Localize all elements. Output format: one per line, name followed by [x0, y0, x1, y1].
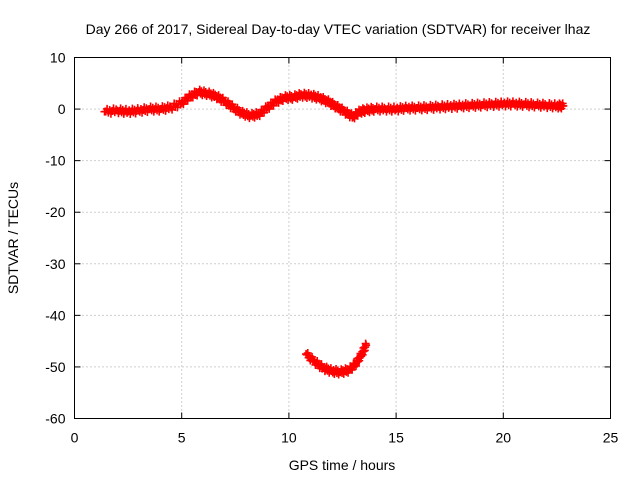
x-tick-label: 20 [496, 430, 512, 446]
series-main [100, 85, 568, 123]
series-arc [302, 339, 371, 379]
data-points [100, 85, 568, 379]
y-tick-label: -20 [45, 204, 65, 220]
axis-ticks: 10 0 -10 -20 -30 -40 -50 -60 0 5 10 15 20 25 [45, 50, 618, 446]
x-tick-label: 5 [178, 430, 186, 446]
y-tick-label: 0 [58, 101, 66, 117]
y-tick-label: -40 [45, 307, 65, 323]
x-axis-label: GPS time / hours [289, 457, 396, 473]
x-tick-label: 0 [71, 430, 79, 446]
x-tick-label: 10 [281, 430, 297, 446]
data-point [362, 341, 371, 350]
y-tick-label: -60 [45, 411, 65, 427]
y-tick-label: -50 [45, 359, 65, 375]
y-tick-label: -30 [45, 256, 65, 272]
x-tick-label: 25 [603, 430, 619, 446]
x-tick-label: 15 [388, 430, 404, 446]
y-axis-label: SDTVAR / TECUs [5, 182, 21, 294]
y-tick-label: 10 [50, 50, 66, 66]
chart-title: Day 266 of 2017, Sidereal Day-to-day VTE… [86, 21, 591, 37]
data-point [559, 101, 568, 110]
y-tick-label: -10 [45, 153, 65, 169]
plot-frame [74, 57, 611, 419]
